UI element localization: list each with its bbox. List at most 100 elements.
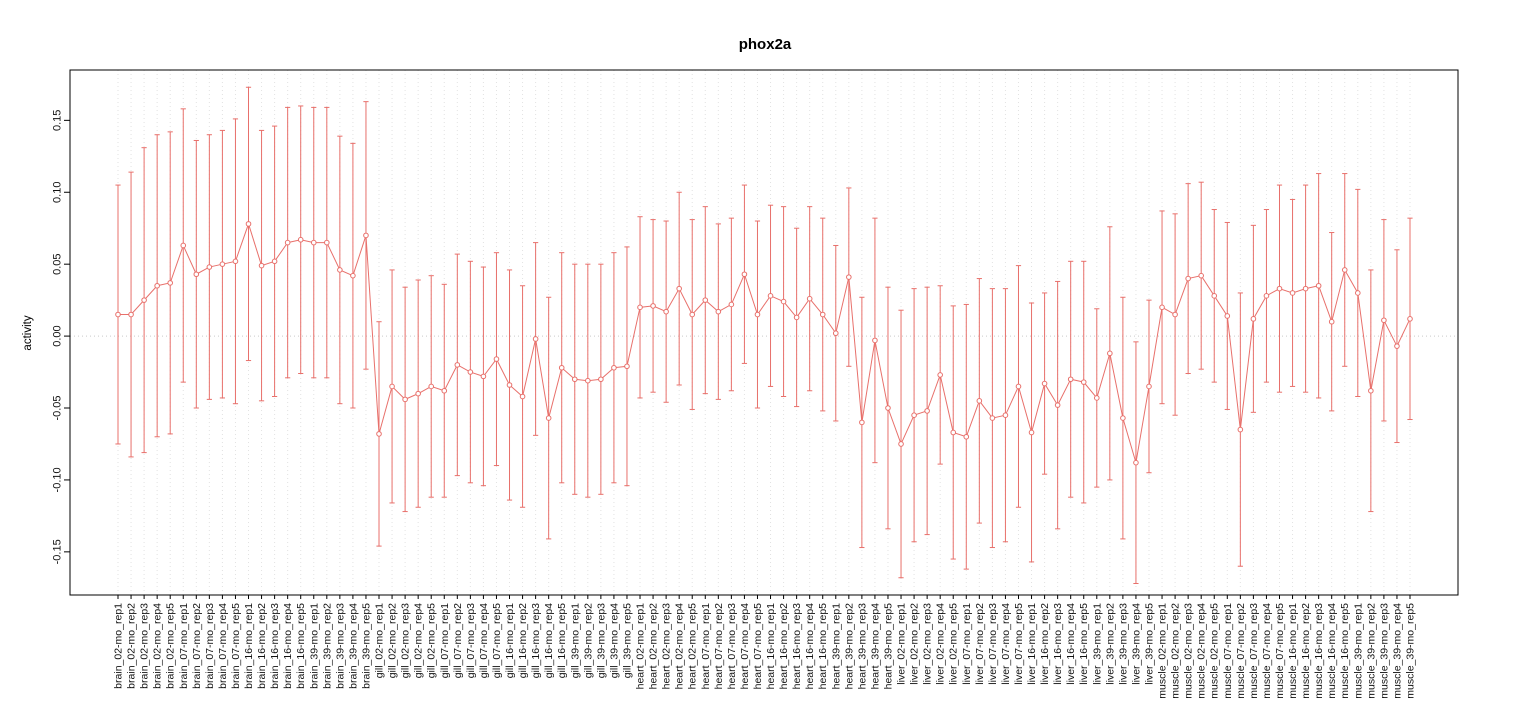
- x-tick-label: heart_39-mo_rep2: [843, 603, 855, 690]
- x-tick-label: brain_16-mo_rep2: [256, 603, 268, 689]
- x-tick-label: liver_07-mo_rep5: [1013, 603, 1025, 685]
- data-point: [1368, 387, 1374, 394]
- x-tick-label: heart_02-mo_rep5: [687, 603, 699, 690]
- data-point: [1263, 293, 1270, 299]
- y-tick-label: 0.05: [52, 253, 64, 274]
- data-point: [284, 239, 291, 246]
- data-point: [167, 280, 174, 286]
- data-point: [389, 383, 395, 390]
- y-tick-label: 0.00: [52, 325, 64, 346]
- data-point: [324, 239, 330, 246]
- data-point: [493, 356, 500, 362]
- x-tick-label: liver_16-mo_rep1: [1026, 603, 1038, 685]
- data-point: [598, 376, 604, 383]
- error-bars: [115, 86, 1413, 584]
- data-point: [1354, 290, 1361, 296]
- x-tick-label: heart_39-mo_rep5: [882, 603, 894, 690]
- data-point: [363, 232, 369, 239]
- x-tick-label: gill_07-mo_rep4: [478, 603, 490, 678]
- x-tick-label: liver_16-mo_rep4: [1065, 603, 1077, 685]
- x-tick-label: gill_16-mo_rep4: [543, 603, 555, 678]
- data-point: [1315, 282, 1322, 289]
- x-tick-label: muscle_16-mo_rep2: [1300, 603, 1312, 699]
- x-tick-label: muscle_07-mo_rep4: [1261, 603, 1273, 699]
- data-point: [911, 412, 917, 419]
- y-tick-label: -0.05: [52, 395, 64, 420]
- data-point: [519, 393, 526, 400]
- plot-frame: [69, 69, 1459, 596]
- data-point: [180, 242, 187, 249]
- x-tick-label: liver_39-mo_rep3: [1117, 603, 1129, 685]
- x-tick-label: liver_02-mo_rep4: [935, 603, 947, 685]
- data-point: [1041, 380, 1048, 387]
- x-tick-label: muscle_07-mo_rep1: [1222, 603, 1234, 699]
- x-tick-label: heart_16-mo_rep5: [817, 603, 829, 690]
- x-axis: brain_02-mo_rep1 brain_02-mo_rep2 brain_02…: [113, 595, 1417, 699]
- data-point: [1172, 311, 1178, 318]
- data-point: [767, 293, 774, 299]
- x-tick-label: muscle_16-mo_rep3: [1313, 603, 1325, 699]
- x-tick-label: liver_39-mo_rep4: [1130, 603, 1142, 685]
- data-point: [832, 330, 839, 337]
- data-point: [702, 297, 709, 303]
- data-point: [1289, 290, 1296, 296]
- x-tick-label: heart_07-mo_rep4: [739, 603, 751, 690]
- x-tick-label: brain_16-mo_rep4: [282, 603, 294, 689]
- data-point: [1211, 293, 1218, 299]
- x-tick-label: brain_07-mo_rep1: [178, 603, 190, 689]
- data-point: [950, 429, 957, 436]
- data-point: [506, 382, 513, 388]
- x-tick-label: muscle_39-mo_rep3: [1378, 603, 1390, 699]
- data-point: [1198, 272, 1204, 279]
- x-tick-label: brain_02-mo_rep1: [113, 603, 125, 689]
- x-tick-label: gill_07-mo_rep3: [465, 603, 477, 678]
- data-point: [1159, 304, 1165, 311]
- x-tick-label: heart_07-mo_rep1: [700, 603, 712, 690]
- data-point: [989, 415, 996, 421]
- data-point: [415, 390, 421, 397]
- data-point: [245, 221, 252, 227]
- x-tick-label: brain_39-mo_rep1: [308, 603, 320, 689]
- x-tick-label: muscle_07-mo_rep3: [1248, 603, 1260, 699]
- data-point: [232, 258, 239, 265]
- x-tick-label: muscle_02-mo_rep3: [1183, 603, 1195, 699]
- data-point: [271, 258, 278, 265]
- x-tick-label: gill_39-mo_rep2: [582, 603, 594, 678]
- x-tick-label: gill_16-mo_rep5: [556, 603, 568, 678]
- data-point: [859, 419, 865, 426]
- data-point: [663, 308, 669, 315]
- data-point: [1250, 316, 1257, 322]
- x-tick-label: brain_07-mo_rep2: [191, 603, 203, 689]
- x-tick-label: gill_39-mo_rep1: [569, 603, 581, 678]
- x-tick-label: gill_02-mo_rep1: [374, 603, 386, 678]
- data-point: [806, 295, 813, 302]
- x-tick-label: muscle_39-mo_rep1: [1352, 603, 1364, 699]
- data-point: [1302, 285, 1309, 292]
- series-line: [118, 222, 1411, 463]
- x-tick-label: heart_02-mo_rep4: [674, 603, 686, 690]
- y-axis: -0.15 -0.10 -0.05 0.00 0.05 0.10 0.15: [52, 110, 70, 564]
- x-tick-label: brain_02-mo_rep3: [139, 603, 151, 689]
- data-point: [846, 274, 852, 280]
- x-tick-label: muscle_39-mo_rep5: [1405, 603, 1417, 699]
- data-point: [1407, 316, 1413, 322]
- data-point: [258, 262, 265, 269]
- data-point: [689, 311, 696, 318]
- data-point: [376, 431, 382, 437]
- x-tick-label: gill_02-mo_rep2: [387, 603, 399, 678]
- x-tick-label: liver_02-mo_rep2: [909, 603, 921, 685]
- data-point: [571, 376, 578, 383]
- x-tick-label: gill_02-mo_rep4: [413, 603, 425, 678]
- x-tick-label: brain_39-mo_rep5: [360, 603, 372, 689]
- data-point: [1093, 395, 1100, 401]
- x-tick-label: heart_02-mo_rep3: [661, 603, 673, 690]
- y-axis-label: activity: [22, 315, 34, 351]
- data-point: [793, 314, 800, 321]
- x-tick-label: liver_07-mo_rep1: [961, 603, 973, 685]
- x-tick-label: heart_16-mo_rep4: [804, 603, 816, 690]
- x-tick-label: heart_39-mo_rep4: [869, 603, 881, 690]
- x-tick-label: brain_39-mo_rep2: [321, 603, 333, 689]
- y-tick-label: 0.10: [52, 182, 64, 203]
- x-tick-label: liver_39-mo_rep1: [1091, 603, 1103, 685]
